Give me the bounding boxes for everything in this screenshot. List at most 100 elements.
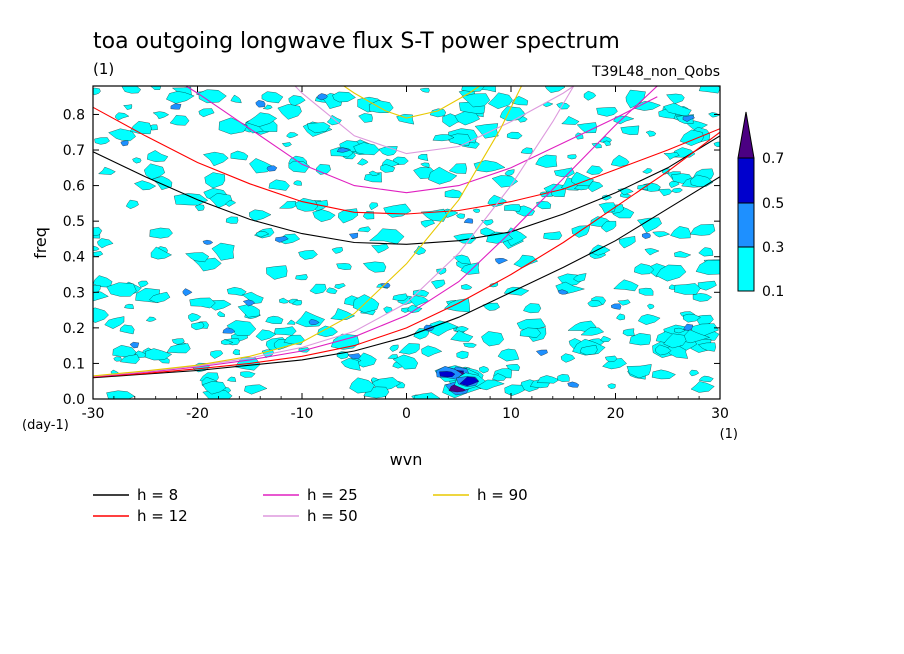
contour-speckle xyxy=(695,259,720,275)
contour-speckle xyxy=(487,92,513,109)
contour-speckle xyxy=(244,384,268,395)
y-tick-label: 0.6 xyxy=(63,179,85,195)
curve-h8-lower xyxy=(93,176,720,379)
contour-speckle xyxy=(553,167,575,178)
contour-speckle xyxy=(560,353,576,363)
contour-speckle xyxy=(349,377,375,394)
contour-blob xyxy=(275,236,289,243)
contour-speckle xyxy=(497,348,520,362)
contour-speckle xyxy=(225,216,239,224)
contour-speckle xyxy=(679,129,704,146)
contour-speckle xyxy=(674,251,692,258)
contour-speckle xyxy=(472,208,481,213)
contour-speckle xyxy=(586,165,604,175)
contour-blob xyxy=(459,376,479,387)
contour-speckle xyxy=(647,303,655,310)
contour-speckle xyxy=(295,274,308,281)
contour-speckle xyxy=(389,344,399,352)
contour-speckle xyxy=(226,287,247,296)
contour-speckle xyxy=(173,193,208,206)
contour-speckle xyxy=(420,162,430,168)
contour-speckle xyxy=(658,188,673,197)
contour-speckle xyxy=(115,112,130,121)
contour-speckle xyxy=(204,172,226,189)
contour-speckle xyxy=(203,151,229,167)
contour-speckle xyxy=(461,86,485,93)
contour-speckle xyxy=(536,201,552,210)
contour-speckle xyxy=(273,326,297,336)
contour-speckle xyxy=(580,327,604,336)
contour-blob xyxy=(463,218,474,224)
contour-speckle xyxy=(473,160,506,173)
contour-speckle xyxy=(637,184,649,191)
legend-label: h = 25 xyxy=(307,486,358,504)
contour-speckle xyxy=(596,107,618,117)
contour-speckle xyxy=(185,252,210,263)
contour-speckle xyxy=(279,297,290,304)
contour-speckle xyxy=(124,303,134,309)
contour-speckle xyxy=(368,100,394,113)
contour-speckle xyxy=(369,202,379,211)
contour-speckle xyxy=(317,325,338,337)
colorbar-label: 0.3 xyxy=(762,240,784,256)
contour-speckle xyxy=(421,345,443,357)
y-tick-label: 0.3 xyxy=(63,285,85,301)
contour-speckle xyxy=(506,131,523,140)
contour-speckle xyxy=(293,180,302,186)
contour-speckle xyxy=(504,169,515,176)
y-tick-label: 0.7 xyxy=(63,143,85,159)
contour-speckle xyxy=(145,316,157,322)
contour-speckle xyxy=(93,284,101,294)
contour-speckle xyxy=(246,112,277,127)
contour-speckle xyxy=(123,104,133,110)
contour-speckle xyxy=(642,168,653,174)
contour-speckle xyxy=(98,166,116,175)
curve-h50-upper xyxy=(294,86,575,155)
contour-speckle xyxy=(357,158,369,166)
y-tick-label: 0.1 xyxy=(63,356,85,372)
contour-speckle xyxy=(432,134,455,142)
contour-speckle xyxy=(674,283,701,295)
contour-speckle xyxy=(392,293,408,301)
contour-blob xyxy=(182,288,193,297)
contour-speckle xyxy=(282,142,292,147)
contour-speckle xyxy=(479,366,489,374)
contour-speckle xyxy=(617,299,631,306)
contour-speckle xyxy=(571,171,594,187)
contour-speckle xyxy=(461,93,490,108)
contour-speckle xyxy=(652,231,671,238)
contour-blob xyxy=(495,258,508,265)
contour-speckle xyxy=(645,130,657,137)
contour-speckle xyxy=(307,122,331,134)
contour-speckle xyxy=(362,261,387,273)
contour-speckle xyxy=(166,343,191,354)
contour-speckle xyxy=(456,350,469,359)
contour-speckle xyxy=(634,263,655,275)
contour-speckle xyxy=(249,209,272,222)
contour-speckle xyxy=(210,350,224,359)
contour-speckle xyxy=(450,330,474,342)
curve-h8-upper xyxy=(93,135,720,245)
contour-speckle xyxy=(198,108,215,118)
contour-speckle xyxy=(670,226,691,239)
contour-speckle xyxy=(227,376,237,382)
contour-speckle xyxy=(126,199,139,209)
legend-label: h = 50 xyxy=(307,507,358,525)
contour-speckle xyxy=(108,128,136,142)
contour-speckle xyxy=(505,364,520,371)
contour-speckle xyxy=(504,384,525,396)
contour-speckle xyxy=(487,194,507,208)
contour-speckle xyxy=(697,280,717,291)
contour-speckle xyxy=(93,307,109,323)
contour-speckle xyxy=(249,158,273,174)
contour-speckle xyxy=(454,111,480,126)
contour-blob xyxy=(557,289,569,295)
x-tick-label: 30 xyxy=(711,406,729,422)
contour-speckle xyxy=(152,111,170,120)
contour-speckle xyxy=(121,86,142,94)
contour-speckle xyxy=(583,90,597,101)
curve-h12-lower xyxy=(93,131,720,378)
contour-blob xyxy=(642,232,651,239)
curve-h25-lower xyxy=(93,86,658,378)
curve-h25-upper xyxy=(184,86,658,194)
